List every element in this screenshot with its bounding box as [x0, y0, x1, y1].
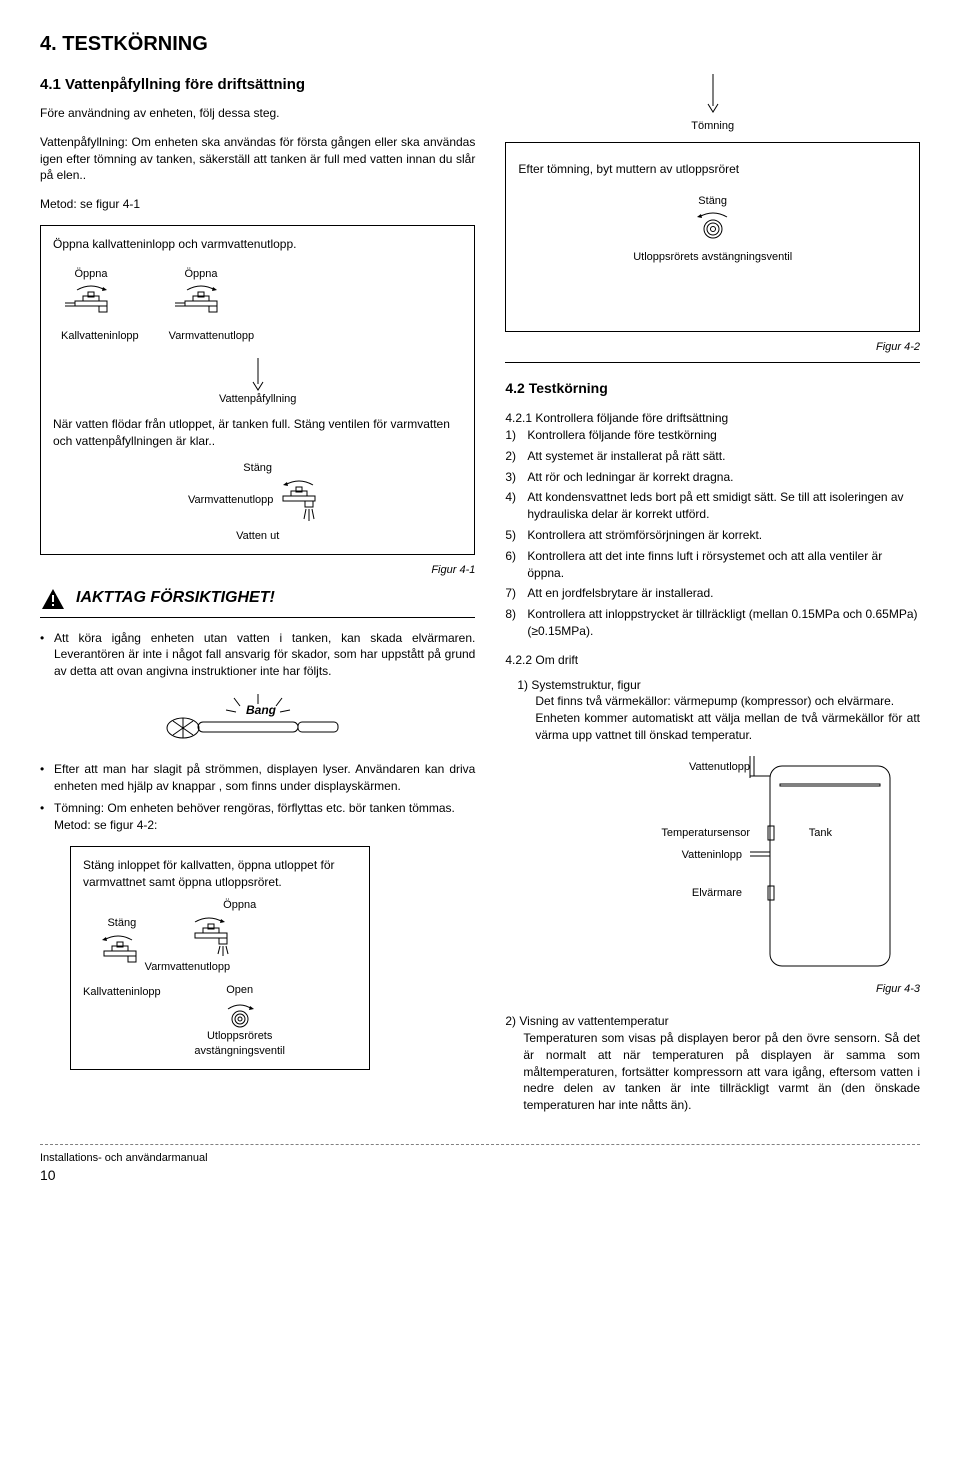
fill-label: Vattenpåfyllning	[219, 392, 296, 407]
check-item-3: 3)Att rör och ledningar är korrekt dragn…	[505, 469, 920, 486]
footer-divider	[40, 1144, 920, 1145]
svg-text:Bang: Bang	[246, 703, 277, 717]
check-item-1: 1)Kontrollera följande före testkörning	[505, 427, 920, 444]
bang-illustration: Bang	[148, 688, 368, 748]
tank-outlet-label: Vattenutlopp	[689, 760, 750, 775]
drain-arrow-block: Tömning	[505, 74, 920, 134]
flow-text: När vatten flödar från utloppet, är tank…	[53, 416, 462, 450]
drain-procedure-box: Stäng inloppet för kallvatten, öppna utl…	[70, 846, 370, 1071]
check-item-8: 8)Kontrollera att inloppstrycket är till…	[505, 606, 920, 640]
fig-4-3-label: Figur 4-3	[505, 982, 920, 997]
fig-4-1-label: Figur 4-1	[40, 563, 475, 578]
tap-icon	[61, 282, 121, 320]
sub-421-title: 4.2.1 Kontrollera följande före driftsät…	[505, 410, 920, 427]
open-label-4: Open	[185, 983, 295, 998]
hot-outlet-label-3: Varmvattenutlopp	[145, 960, 295, 975]
post-bullets: Efter att man har slagit på strömmen, di…	[40, 761, 475, 834]
drain-top-label: Tömning	[505, 119, 920, 134]
cold-inlet-label: Kallvatteninlopp	[61, 329, 139, 344]
valve-icon	[220, 1001, 260, 1029]
tap-icon	[94, 932, 150, 968]
tank-temp-label: Temperatursensor	[661, 826, 750, 841]
open-label-1: Öppna	[61, 267, 121, 282]
valve-icon	[691, 209, 735, 241]
post-bullet-1: Efter att man har slagit på strömmen, di…	[40, 761, 475, 795]
open-box-title: Öppna kallvatteninlopp och varmvattenutl…	[53, 236, 462, 253]
warning-icon	[40, 587, 66, 611]
arrow-down-icon	[248, 358, 268, 392]
sub-422-title: 4.2.2 Om drift	[505, 652, 920, 669]
pre-use-text: Före användning av enheten, följ dessa s…	[40, 105, 475, 122]
check-item-7: 7)Att en jordfelsbrytare är installerad.	[505, 585, 920, 602]
tank-heater-label: Elvärmare	[692, 886, 742, 901]
sys-struct-text-2: Enheten kommer automatiskt att välja mel…	[517, 710, 920, 744]
after-drain-text: Efter tömning, byt muttern av utloppsrör…	[518, 161, 907, 178]
check-item-4: 4)Att kondensvattnet leds bort på ett sm…	[505, 489, 920, 523]
method-41: Metod: se figur 4-1	[40, 196, 475, 213]
arrow-down-icon	[703, 74, 723, 114]
open-inlet-box: Öppna kallvatteninlopp och varmvattenutl…	[40, 225, 475, 555]
sub-42-title: 4.2 Testkörning	[505, 379, 920, 399]
tap-close-icon	[277, 477, 327, 525]
caution-list: Att köra igång enheten utan vatten i tan…	[40, 630, 475, 680]
tank-diagram	[500, 756, 920, 976]
tank-label: Tank	[809, 826, 832, 841]
page-number: 10	[40, 1166, 920, 1186]
hot-outlet-label-2: Varmvattenutlopp	[188, 493, 273, 508]
tank-inlet-label: Vatteninlopp	[682, 848, 742, 863]
bottom-box-title: Stäng inloppet för kallvatten, öppna utl…	[83, 857, 357, 891]
fig-4-2-label: Figur 4-2	[505, 340, 920, 355]
sub-41-title: 4.1 Vattenpåfyllning före driftsättning	[40, 74, 475, 95]
fill-text: Vattenpåfyllning: Om enheten ska använda…	[40, 134, 475, 184]
close-label-3: Stäng	[518, 194, 907, 209]
open-label-2: Öppna	[171, 267, 231, 282]
cold-inlet-label-2: Kallvatteninlopp	[83, 985, 161, 1000]
valve-label: Utloppsrörets avstängningsventil	[518, 250, 907, 265]
open-label-3: Öppna	[185, 898, 295, 913]
water-out-label: Vatten ut	[188, 529, 327, 544]
caution-bullet-1: Att köra igång enheten utan vatten i tan…	[40, 630, 475, 680]
close-label-2: Stäng	[83, 916, 161, 931]
hot-outlet-label: Varmvattenutlopp	[169, 329, 254, 344]
tap-icon	[171, 282, 231, 320]
check-item-5: 5)Kontrollera att strömförsörjningen är …	[505, 527, 920, 544]
check-item-2: 2)Att systemet är installerat på rätt sä…	[505, 448, 920, 465]
sys-struct-text-1: Det finns två värmekällor: värmepump (ko…	[517, 693, 920, 710]
check-item-6: 6)Kontrollera att det inte finns luft i …	[505, 548, 920, 582]
temp-display-text: Temperaturen som visas på displayen bero…	[505, 1030, 920, 1114]
close-label: Stäng	[188, 461, 327, 476]
post-bullet-2: Tömning: Om enheten behöver rengöras, fö…	[40, 800, 475, 834]
sys-struct-row: 1) Systemstruktur, figur	[517, 677, 920, 694]
temp-display-row: 2) Visning av vattentemperatur	[505, 1013, 920, 1030]
tap-icon	[185, 914, 241, 960]
check-list: 1)Kontrollera följande före testkörning …	[505, 427, 920, 640]
footer-manual: Installations- och användarmanual	[40, 1151, 920, 1166]
valve-label-2: Utloppsrörets avstängningsventil	[185, 1029, 295, 1060]
caution-heading: IAKTTAG FÖRSIKTIGHET!	[40, 587, 475, 611]
after-drain-box: Efter tömning, byt muttern av utloppsrör…	[505, 142, 920, 332]
section-title: 4. TESTKÖRNING	[40, 30, 920, 58]
